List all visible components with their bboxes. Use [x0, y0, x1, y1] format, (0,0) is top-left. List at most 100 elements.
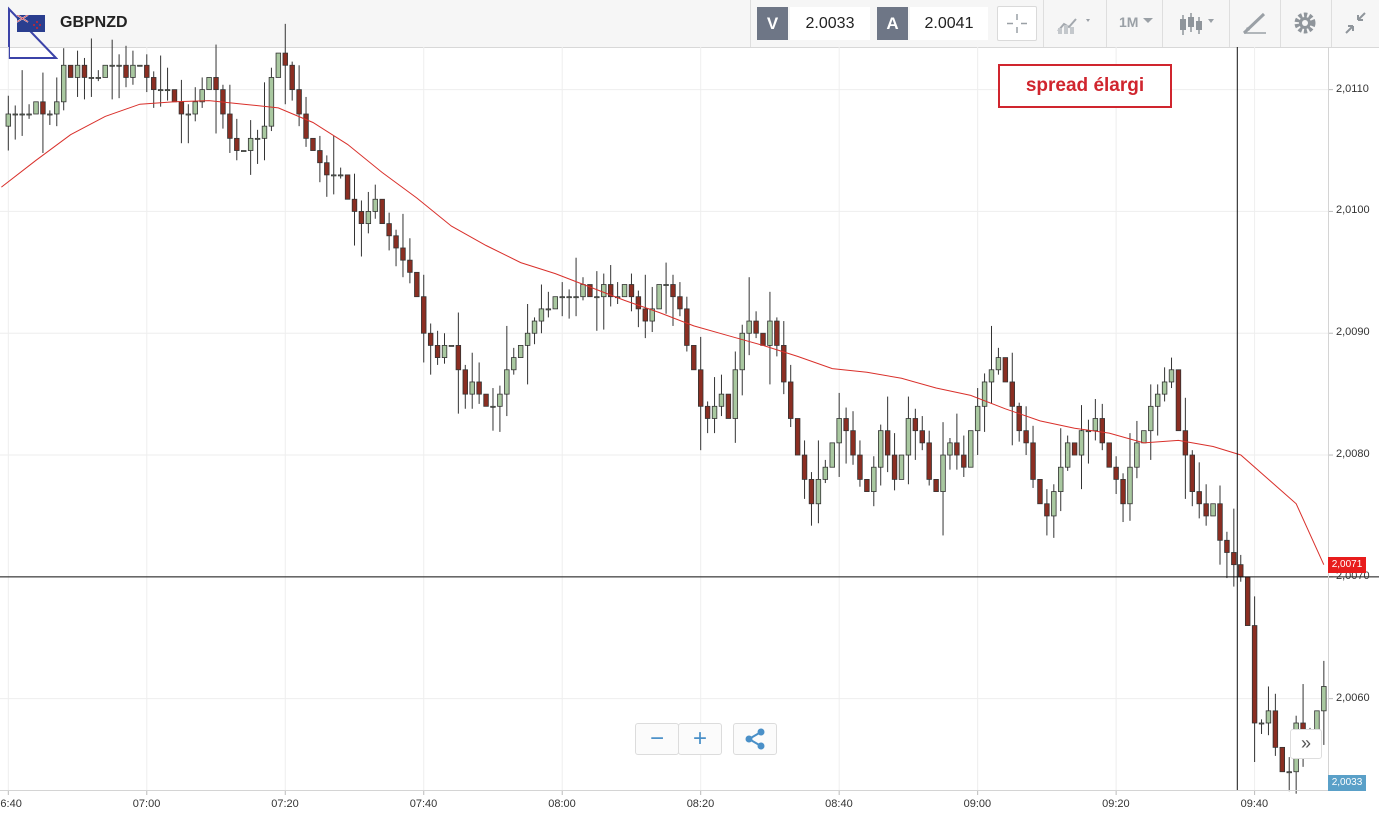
candle-up [88, 77, 95, 79]
candle-down [421, 296, 427, 334]
candle-style-button[interactable] [1162, 0, 1229, 47]
candle-up [836, 418, 842, 444]
candle-down [324, 162, 330, 176]
candle-down [151, 77, 157, 91]
candle-up [137, 64, 143, 67]
candle-up [517, 345, 524, 358]
candle-down [393, 235, 399, 249]
buy-button[interactable]: A [877, 7, 908, 40]
candle-down [1037, 479, 1043, 505]
candle-down [1217, 503, 1223, 541]
candle-up [497, 393, 503, 407]
candle-down [1182, 430, 1189, 456]
scroll-to-latest-button[interactable]: » [1290, 729, 1322, 759]
candle-up [1134, 442, 1140, 468]
candle-up [1321, 686, 1327, 712]
candle-down [144, 64, 150, 78]
candle-up [1127, 466, 1133, 505]
drawing-tools-button[interactable] [1229, 0, 1280, 47]
candle-down [808, 479, 815, 505]
candle-down [483, 393, 489, 407]
candle-up [1085, 430, 1092, 433]
candle-down [753, 320, 759, 334]
candle-down [954, 442, 960, 456]
gear-icon [1294, 12, 1316, 34]
candle-up [95, 77, 102, 79]
flag-icon [17, 15, 45, 32]
time-tick-label: 06:40 [0, 798, 22, 810]
candle-down [1231, 552, 1237, 566]
candle-up [739, 332, 745, 371]
price-tick-label: 2,0090 [1336, 326, 1370, 339]
zoom-in-button[interactable]: + [678, 723, 722, 755]
candle-up [26, 113, 32, 116]
zoom-out-button[interactable]: − [635, 723, 679, 755]
candle-up [164, 89, 171, 92]
candle-down [1196, 491, 1202, 505]
candle-down [961, 454, 967, 468]
candle-down [234, 137, 240, 151]
candle-up [157, 89, 164, 92]
candle-down [123, 64, 129, 78]
candle-up [663, 284, 669, 286]
candle-up [12, 113, 18, 116]
candle-down [1189, 454, 1195, 492]
timeframe-dropdown[interactable]: 1M [1106, 0, 1162, 47]
bid-price[interactable]: 2.0033 [790, 7, 870, 40]
candle-up [573, 296, 579, 299]
share-button[interactable] [733, 723, 777, 755]
chart-type-icon [1057, 18, 1090, 34]
candle-up [649, 308, 655, 322]
candle-up [538, 308, 545, 322]
candle-up [254, 137, 261, 140]
sell-button[interactable]: V [757, 7, 788, 40]
candle-up [878, 430, 884, 468]
candle-down [407, 259, 413, 273]
candle-down [1244, 576, 1251, 626]
ask-price[interactable]: 2.0041 [910, 7, 988, 40]
crosshair-button[interactable] [997, 6, 1037, 41]
candle-down [81, 64, 88, 78]
candle-down [677, 296, 683, 310]
candle-down [476, 381, 482, 395]
candle-down [607, 284, 614, 298]
candle-down [317, 150, 323, 164]
candle-down [434, 345, 441, 358]
candle-down [1224, 539, 1230, 553]
candle-down [801, 454, 808, 480]
candle-up [102, 64, 108, 78]
candle-up [968, 430, 974, 468]
corner-triangle-icon [8, 6, 58, 59]
candle-up [1051, 491, 1057, 517]
collapse-button[interactable] [1331, 0, 1379, 47]
chevron-down-icon [1143, 18, 1153, 23]
candles-layer [5, 23, 1327, 794]
candle-up [829, 442, 835, 468]
candle-down [296, 89, 302, 115]
candle-up [365, 211, 372, 225]
timeframe-label: 1M [1119, 14, 1139, 30]
chart-type-button[interactable] [1043, 0, 1106, 47]
settings-button[interactable] [1280, 0, 1331, 47]
candle-up [871, 466, 877, 492]
candle-up [594, 296, 600, 299]
candle-up [566, 296, 572, 299]
candle-up [545, 308, 552, 311]
candle-up [241, 150, 247, 152]
candle-up [711, 405, 718, 419]
candle-up [995, 357, 1002, 371]
candle-down [67, 64, 74, 78]
candle-up [116, 64, 122, 67]
candle-up [1265, 710, 1272, 724]
candle-down [850, 430, 856, 456]
candle-down [1030, 442, 1036, 480]
moving-average-price-tag: 2,0071 [1328, 557, 1366, 573]
candle-up [511, 357, 517, 371]
candle-down [289, 64, 295, 91]
candle-up [5, 113, 12, 127]
candle-down [774, 320, 780, 346]
candle-up [822, 466, 829, 480]
candle-up [1154, 393, 1161, 407]
candle-down [725, 393, 732, 419]
